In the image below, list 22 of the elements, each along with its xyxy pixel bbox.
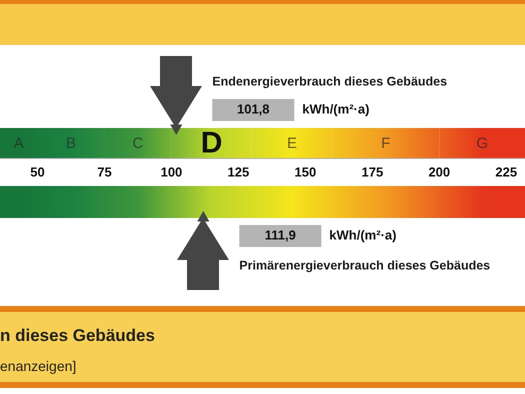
band-label: G (476, 135, 488, 152)
x-tick-label: 175 (361, 164, 384, 180)
footer-panel: n dieses Gebäudes enanzeigen] (0, 306, 525, 388)
text: Primärenergieverbrauch dieses Gebäudes (239, 258, 490, 272)
text: Endenergieverbrauch dieses Gebäudes (212, 74, 448, 88)
band-label: B (66, 135, 76, 152)
x-tick-label: 75 (97, 164, 112, 180)
x-tick-label: 50 (30, 164, 45, 180)
x-tick-label: 100 (160, 164, 182, 180)
band-label: A (14, 135, 24, 152)
x-axis-title: kWh/(m²·a) (329, 228, 396, 243)
band-label: F (381, 135, 390, 152)
x-tick-label: 225 (495, 164, 518, 180)
text: 111,9 (264, 228, 296, 243)
band-label: C (132, 135, 144, 152)
band-label: D (200, 126, 222, 160)
x-tick-label: 150 (294, 164, 316, 180)
x-tick-label: 200 (428, 164, 450, 180)
text: 101,8 (236, 102, 270, 117)
band-label: E (286, 135, 297, 152)
x-tick-label: 125 (228, 164, 250, 180)
text: kWh/(m²·a) (302, 102, 370, 117)
